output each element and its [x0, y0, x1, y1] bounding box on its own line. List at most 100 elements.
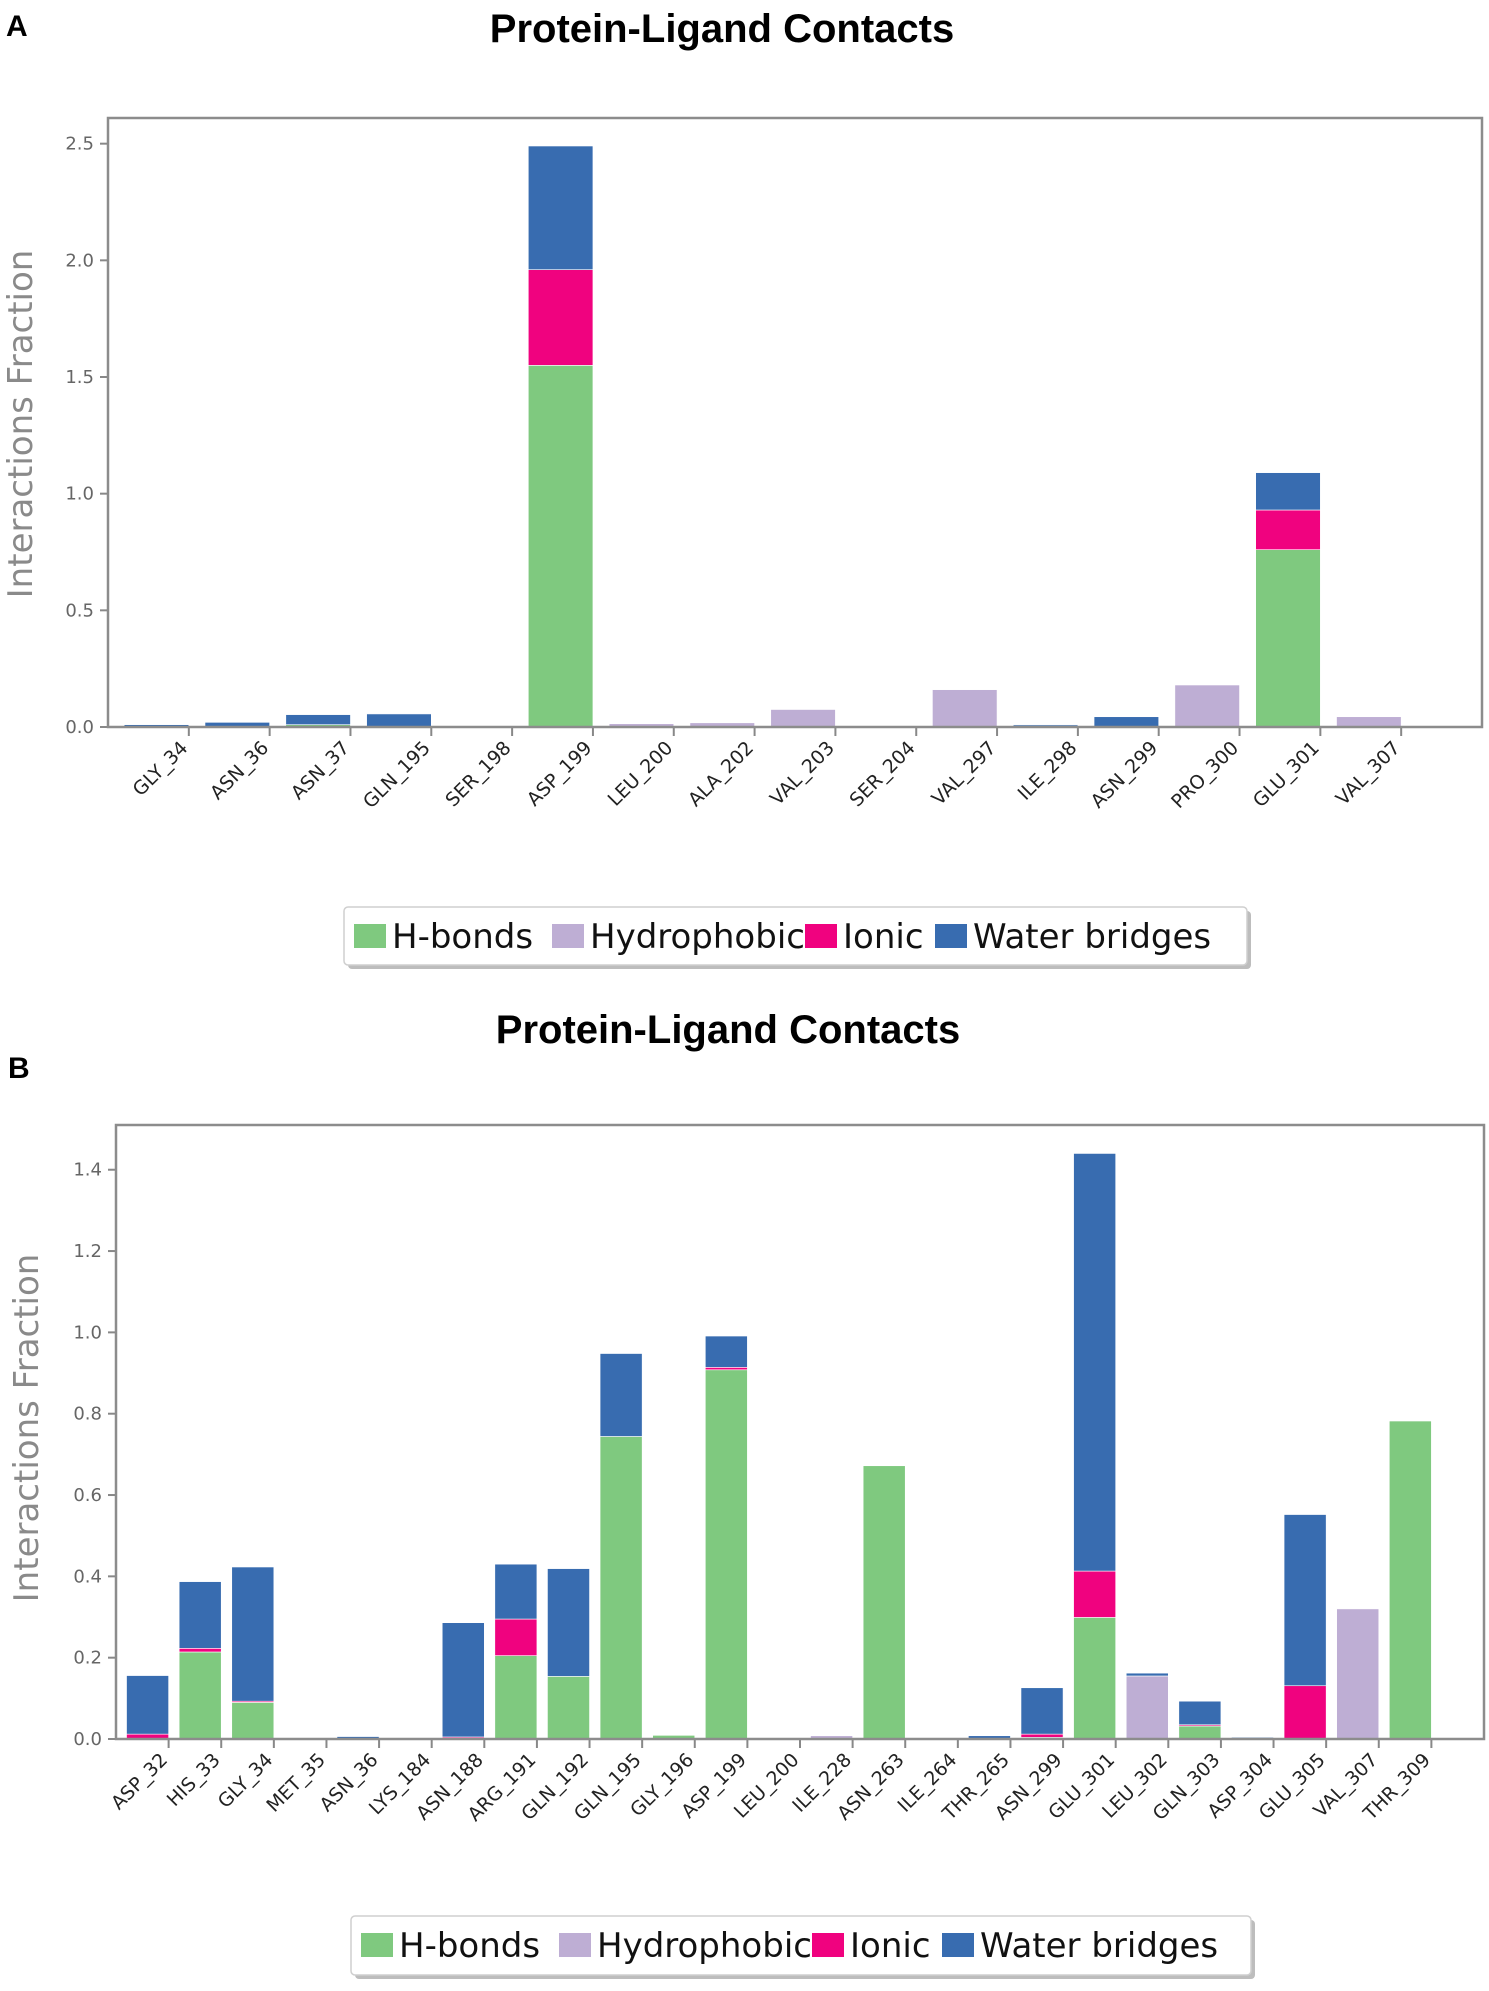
chart-a-bar-ionic [527, 269, 594, 366]
chart-a-y-tick-label: 2.5 [65, 134, 94, 155]
chart-b-y-tick-label: 1.2 [73, 1241, 102, 1262]
chart-a-x-tick-label: GLN_195 [359, 737, 435, 813]
legend-swatch-ionic [805, 924, 837, 948]
chart-b-x-tick-label: HIS_33 [163, 1749, 225, 1811]
chart-b-y-tick-label: 1.0 [73, 1322, 102, 1343]
chart-b-y-tick-label: 0.4 [73, 1566, 102, 1587]
legend-swatch-water-bridges [935, 924, 967, 948]
chart-b-bar-water-bridges [441, 1622, 485, 1738]
chart-b-bar-h-bonds [178, 1651, 222, 1740]
legend-swatch-h-bonds [361, 1933, 393, 1957]
chart-b-y-axis-label: Interactions Fraction [7, 1254, 47, 1603]
chart-b-bar-h-bonds [862, 1465, 906, 1740]
chart-b-y-tick-label: 0.0 [73, 1729, 102, 1750]
chart-a-bar-hydrophobic [1336, 716, 1402, 728]
chart-b-bar-h-bonds [704, 1369, 748, 1740]
chart-a-x-tick-label: ASN_299 [1087, 737, 1163, 813]
chart-a-y-axis-label: Interactions Fraction [1, 250, 41, 599]
chart-b-y-tick-label: 1.4 [73, 1160, 102, 1181]
chart-a-axes-frame [106, 116, 1484, 729]
legend-label: Water bridges [973, 917, 1211, 957]
chart-a-x-tick-label: LEU_200 [604, 737, 678, 811]
chart-b-bar-hydrophobic [1125, 1675, 1169, 1740]
legend-label: H-bonds [399, 1926, 540, 1966]
chart-b-title: Protein-Ligand Contacts [496, 1008, 960, 1052]
chart-a-x-tick-label: VAL_307 [1332, 737, 1405, 810]
chart-a-x-tick-label: GLU_301 [1249, 737, 1324, 812]
chart-a-title: Protein-Ligand Contacts [490, 7, 954, 51]
legend-label: Ionic [850, 1926, 931, 1966]
chart-b-bar-h-bonds [547, 1676, 590, 1740]
chart-b-bar-water-bridges [704, 1335, 748, 1368]
legend-label: H-bonds [392, 917, 533, 957]
chart-b-y-tick-label: 0.6 [73, 1485, 102, 1506]
legend-swatch-hydrophobic [552, 924, 584, 948]
chart-a-x-tick-label: SER_198 [441, 737, 515, 811]
chart-a-plot: GLY_34 ASN_36 ASN_37 GLN_195 SER_198 ASP_199 L… [65, 116, 1484, 969]
legend-swatch-ionic [812, 1933, 844, 1957]
chart-a-bar-ionic [1255, 509, 1321, 550]
chart-b-bar-ionic [494, 1618, 538, 1656]
chart-b-x-tick-label: MET_35 [262, 1749, 330, 1817]
chart-b-bar-water-bridges [1283, 1514, 1327, 1687]
chart-a-x-tick-label: VAL_203 [766, 737, 839, 810]
chart-b-axes-frame [114, 1123, 1486, 1741]
legend-label: Hydrophobic [590, 917, 805, 957]
chart-a-bar-hydrophobic [1174, 684, 1240, 728]
legend-label: Water bridges [980, 1926, 1218, 1966]
chart-a-x-tick-label: VAL_297 [928, 737, 1001, 810]
legend-label: Hydrophobic [597, 1926, 812, 1966]
chart-a-y-tick-label: 1.0 [65, 484, 94, 505]
chart-a-bar-hydrophobic [932, 689, 998, 728]
chart-b-bar-ionic [1283, 1685, 1327, 1740]
chart-b-bar-h-bonds [494, 1655, 538, 1740]
chart-a-x-tick-label: GLY_34 [129, 737, 193, 801]
chart-b-y-tick-label: 0.8 [73, 1404, 102, 1425]
chart-b-bar-hydrophobic [1336, 1608, 1380, 1740]
chart-a-x-tick-label: ALA_202 [684, 737, 758, 811]
chart-b-x-tick-label: ASP_32 [107, 1749, 172, 1814]
panel-label-a: A [6, 10, 28, 43]
chart-b-bar-water-bridges [599, 1353, 643, 1437]
chart-a-bar-water-bridges [285, 714, 351, 725]
chart-b-bar-water-bridges [1178, 1700, 1222, 1726]
chart-a-bar-h-bonds [527, 365, 594, 728]
chart-b-bar-h-bonds [1178, 1725, 1222, 1740]
chart-b-plot: ASP_32HIS_33GLY_34MET_35ASN_36LYS_184ASN… [73, 1123, 1486, 1979]
chart-b-bar-h-bonds [599, 1436, 643, 1740]
chart-a-bar-water-bridges [1255, 472, 1321, 511]
chart-b-bar-water-bridges [1125, 1672, 1169, 1677]
chart-a-bar-h-bonds [1255, 549, 1321, 728]
chart-b-bar-ionic [178, 1648, 222, 1653]
chart-b-bar-h-bonds [1073, 1617, 1116, 1740]
chart-a-y-tick-label: 2.0 [65, 250, 94, 271]
chart-a-x-tick-label: SER_204 [845, 737, 919, 811]
chart-a-bar-water-bridges [366, 713, 432, 728]
chart-b-bar-ionic [704, 1367, 748, 1371]
legend-box [350, 1915, 1252, 1976]
chart-b-bar-water-bridges [494, 1563, 538, 1620]
legend-swatch-hydrophobic [559, 1933, 591, 1957]
chart-b-bar-water-bridges [547, 1568, 590, 1677]
chart-b-bar-water-bridges [126, 1675, 169, 1735]
legend-label: Ionic [843, 917, 924, 957]
chart-a-x-tick-label: ASN_36 [206, 737, 273, 804]
chart-b-bar-water-bridges [178, 1581, 222, 1649]
chart-a-x-tick-label: PRO_300 [1167, 737, 1243, 813]
chart-b-bar-ionic [1020, 1733, 1064, 1738]
legend-swatch-h-bonds [354, 924, 386, 948]
chart-a-x-tick-label: ASN_37 [287, 737, 354, 804]
chart-b-y-tick-label: 0.2 [73, 1648, 102, 1669]
legend-box [343, 906, 1248, 966]
chart-b-bar-ionic [1073, 1570, 1116, 1618]
chart-a-legend: H-bonds Hydrophobic Ionic Water bridges [343, 906, 1251, 969]
chart-a-bar-water-bridges [527, 145, 594, 270]
chart-a-x-tick-label: ILE_298 [1014, 737, 1082, 805]
chart-a-y-tick-label: 0.5 [65, 600, 94, 621]
chart-b-bar-h-bonds [231, 1702, 275, 1740]
chart-a-x-tick-label: ASP_199 [523, 737, 597, 811]
chart-a-bar-water-bridges [1093, 716, 1160, 728]
chart-b-bar-water-bridges [1020, 1687, 1064, 1735]
